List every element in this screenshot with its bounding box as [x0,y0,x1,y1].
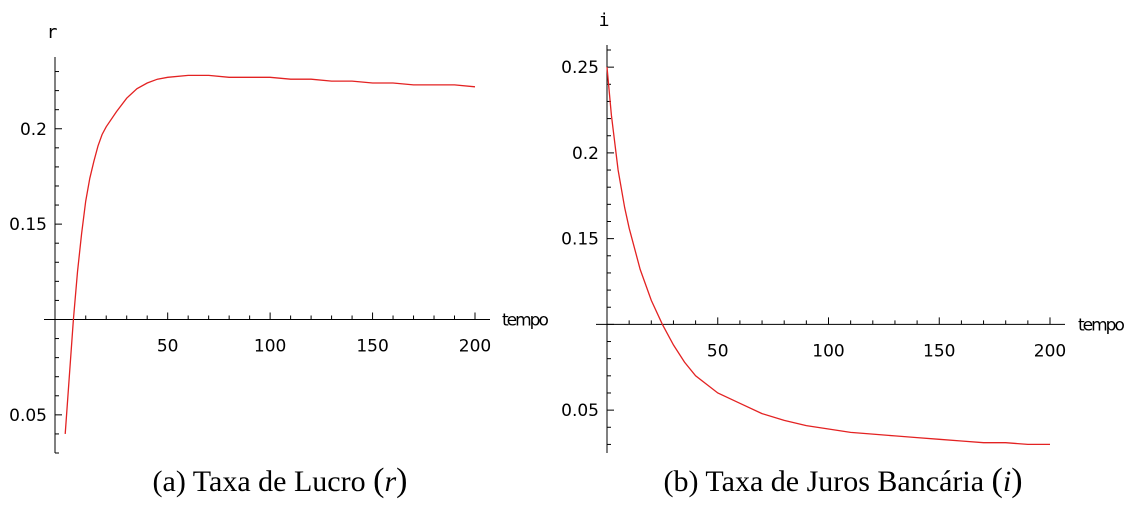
y-tick-label-2: 0.2 [20,120,47,140]
y-tick-label-0: 0.05 [561,401,599,421]
x-tick-label-100: 100 [254,336,286,356]
y-tick-label-1: 0.15 [561,230,599,250]
x-tick-label-50: 50 [707,341,729,361]
caption-b-variable: i [1002,465,1012,498]
chart-panel-b: 50 100 150 200 0.05 0.15 0.2 0.25 i tempo (b) Tax… [560,0,1126,516]
x-tick-label-200: 200 [1034,341,1066,361]
series-line [64,74,476,434]
y-tick-label-2: 0.2 [572,144,599,164]
x-axis-name: tempo [502,310,548,330]
y-axis-name: r [47,22,58,43]
caption-b-open-paren: ( [991,462,1003,499]
caption-a-text: (a) Taxa de Lucro [152,465,366,498]
series-line [606,67,1050,446]
chart-panel-a: 50 100 150 200 0.05 0.15 0.2 r tempo (a) Taxa de… [0,0,560,516]
caption-b-close-paren: ) [1011,462,1023,499]
x-axis-name: tempo [1078,315,1124,335]
bank-interest-rate-chart: 50 100 150 200 0.05 0.15 0.2 0.25 i tempo [561,10,1126,453]
x-tick-label-200: 200 [459,336,491,356]
y-tick-label-0: 0.05 [9,406,47,426]
x-tick-label-150: 150 [923,341,955,361]
x-tick-label-50: 50 [157,336,179,356]
caption-a: (a) Taxa de Lucro (r) [0,462,560,500]
caption-a-variable: r [384,465,397,498]
x-tick-label-100: 100 [812,341,844,361]
profit-rate-chart: 50 100 150 200 0.05 0.15 0.2 r tempo [9,22,550,454]
y-tick-label-1: 0.15 [9,215,47,235]
y-axis-name: i [599,10,610,31]
caption-b-text: (b) Taxa de Juros Bancária [663,465,985,498]
caption-a-close-paren: ) [396,462,408,499]
x-tick-label-150: 150 [356,336,388,356]
caption-a-open-paren: ( [373,462,385,499]
caption-b: (b) Taxa de Juros Bancária (i) [560,462,1126,500]
y-tick-label-3: 0.25 [561,58,599,78]
